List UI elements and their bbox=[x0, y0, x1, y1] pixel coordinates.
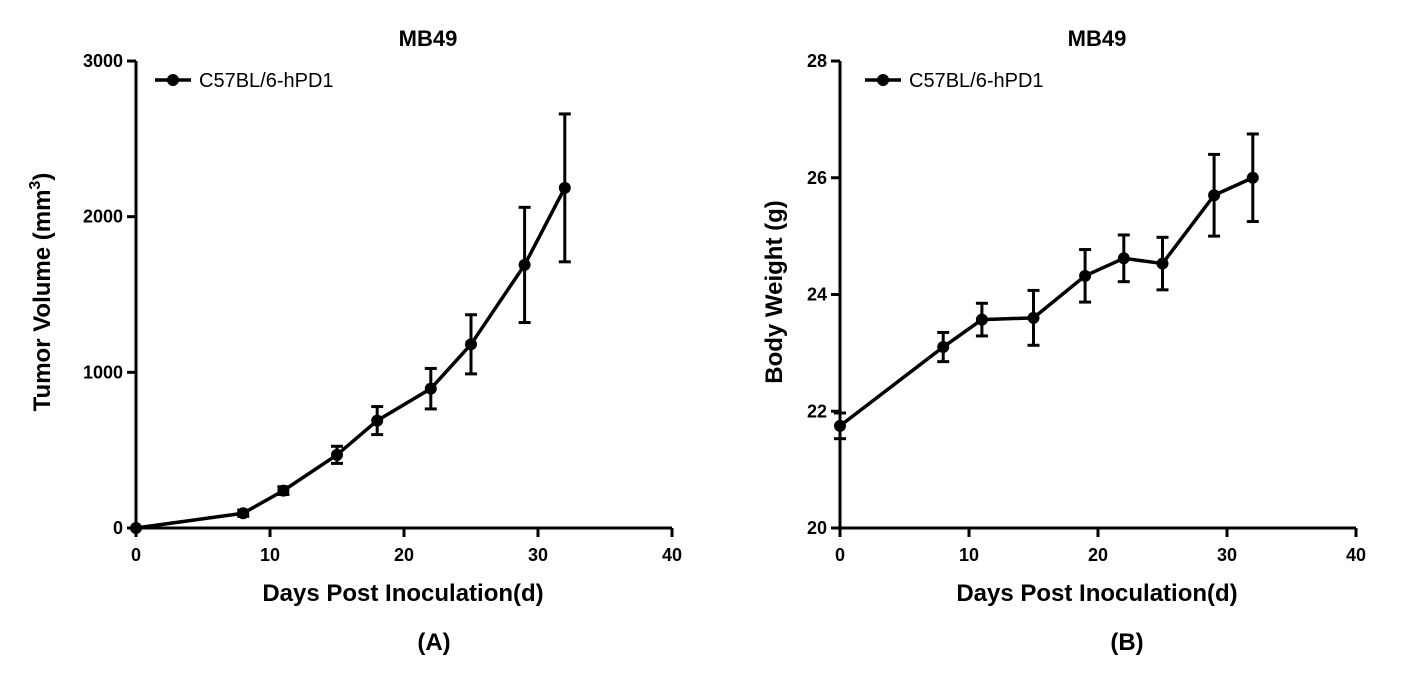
y-tick-label: 0 bbox=[113, 518, 123, 538]
data-point bbox=[558, 181, 571, 194]
data-point bbox=[465, 338, 477, 351]
legend-marker bbox=[877, 74, 889, 86]
panel-label: (A) bbox=[417, 629, 450, 656]
y-tick-label: 24 bbox=[807, 285, 827, 305]
data-point bbox=[237, 507, 250, 520]
x-tick-label: 30 bbox=[528, 545, 548, 565]
data-point bbox=[518, 258, 531, 271]
legend-marker bbox=[167, 74, 179, 86]
data-point bbox=[834, 419, 846, 432]
chart-panel-1: MB49 0 10 20 30 40 0 1000 2000 3000 Days Post Inoc… bbox=[27, 26, 682, 656]
y-tick-label: 3000 bbox=[83, 51, 123, 71]
x-tick-label: 30 bbox=[1217, 545, 1237, 565]
series-line bbox=[838, 176, 1254, 428]
x-tick-label: 0 bbox=[835, 545, 845, 565]
data-point bbox=[424, 382, 437, 395]
x-axis-label: Days Post Inoculation(d) bbox=[262, 580, 543, 607]
legend: C57BL/6-hPD1 bbox=[865, 70, 1044, 92]
y-axis-label-superscript: 3 bbox=[27, 181, 44, 190]
data-point bbox=[1208, 189, 1221, 202]
y-axis-label-text: Body Weight (g) bbox=[761, 200, 788, 384]
x-tick-label: 40 bbox=[1346, 545, 1366, 565]
x-tick-label: 10 bbox=[959, 545, 979, 565]
y-axis-label: Tumor Volume (mm3) bbox=[27, 173, 56, 412]
y-tick-label: 22 bbox=[807, 401, 827, 421]
legend-label: C57BL/6-hPD1 bbox=[909, 70, 1044, 92]
data-point bbox=[1027, 311, 1040, 324]
legend-label: C57BL/6-hPD1 bbox=[199, 70, 334, 92]
data-point bbox=[975, 313, 988, 326]
data-point bbox=[1156, 257, 1169, 270]
data-point bbox=[937, 341, 950, 354]
y-tick-label: 1000 bbox=[83, 362, 123, 382]
x-tick-label: 20 bbox=[394, 545, 414, 565]
x-tick-label: 20 bbox=[1088, 545, 1108, 565]
data-point bbox=[1117, 252, 1130, 265]
y-axis-label: Body Weight (g) bbox=[761, 200, 788, 384]
y-axis-label-end: ) bbox=[29, 173, 56, 181]
y-tick-label: 28 bbox=[807, 51, 827, 71]
x-tick-label: 0 bbox=[131, 545, 141, 565]
chart-title: MB49 bbox=[399, 26, 458, 51]
series-line bbox=[135, 187, 567, 530]
data-point bbox=[1079, 269, 1092, 282]
chart-title: MB49 bbox=[1068, 26, 1127, 51]
x-tick-label: 40 bbox=[662, 545, 682, 565]
y-axis-label-text: Tumor Volume (mm bbox=[29, 190, 56, 412]
data-point bbox=[371, 414, 384, 427]
data-point bbox=[331, 448, 343, 461]
y-tick-label: 26 bbox=[807, 168, 827, 188]
x-tick-label: 10 bbox=[260, 545, 280, 565]
x-axis-label: Days Post Inoculation(d) bbox=[956, 580, 1237, 607]
chart-panel-2: MB49 0 10 20 30 40 20 22 24 26 28 Days Post Inocula… bbox=[761, 26, 1366, 656]
panel-label: (B) bbox=[1110, 629, 1143, 656]
data-point bbox=[277, 484, 290, 497]
y-tick-label: 20 bbox=[807, 518, 827, 538]
legend: C57BL/6-hPD1 bbox=[155, 70, 334, 92]
data-point bbox=[1246, 171, 1259, 184]
data-point bbox=[130, 522, 142, 534]
y-tick-label: 2000 bbox=[83, 207, 123, 227]
